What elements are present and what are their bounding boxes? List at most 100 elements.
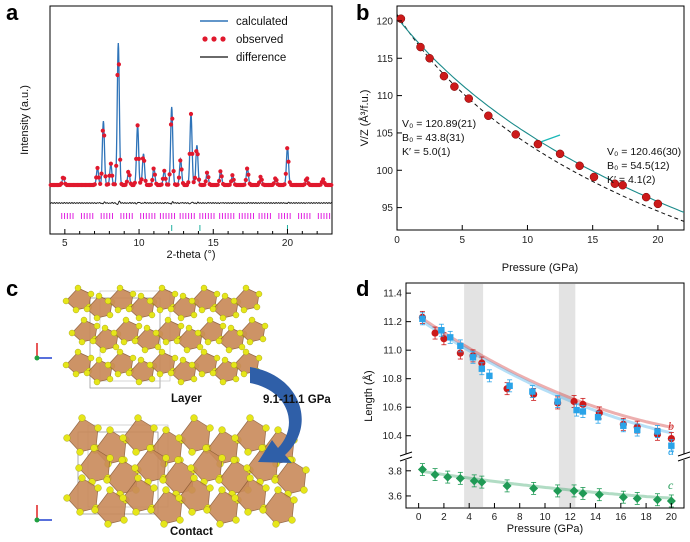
volume-data-point (618, 180, 627, 190)
atom (158, 284, 166, 292)
observed-point (329, 182, 334, 188)
observed-point (178, 158, 183, 163)
atom (103, 476, 111, 484)
c-axis-point (632, 493, 642, 503)
a-axis-point (419, 315, 426, 322)
a-axis-point (654, 428, 661, 435)
atom (240, 370, 248, 378)
atom (125, 369, 133, 377)
observed-point (62, 176, 67, 181)
observed-point (142, 158, 147, 163)
panel-a-letter: a (6, 0, 19, 25)
atom (118, 456, 126, 464)
a-axis-point (506, 382, 513, 390)
atom (179, 356, 187, 364)
atom (162, 486, 170, 494)
observed-point (171, 169, 176, 174)
x-tick-label: 14 (590, 512, 602, 523)
pressure-range-label: 9.1-11.1 GPa (263, 394, 331, 406)
axis-triad-top (34, 343, 52, 361)
atom (230, 456, 238, 464)
atom (74, 348, 82, 356)
observed-point (116, 62, 121, 67)
atom (206, 484, 214, 492)
atom (259, 335, 267, 343)
atom (167, 369, 175, 377)
legend-difference: difference (236, 52, 286, 64)
observed-point (138, 180, 143, 185)
atom (221, 292, 229, 300)
atom (93, 378, 101, 386)
difference-curve (49, 200, 332, 205)
a-axis-point (620, 422, 627, 429)
atom (89, 337, 97, 345)
volume-data-point (416, 42, 425, 52)
atom (290, 496, 298, 504)
x-tick-label: 20 (666, 512, 678, 523)
atom (203, 506, 211, 514)
observed-point (96, 175, 101, 180)
a-axis-point (529, 388, 536, 395)
atom (246, 338, 254, 346)
observed-point (92, 182, 97, 187)
volume-data-point (396, 14, 406, 23)
a-axis-point (579, 408, 587, 415)
volume-data-point (425, 54, 434, 63)
y-tick-label: 3.8 (388, 466, 402, 477)
atom (179, 292, 187, 300)
observed-point (283, 171, 288, 176)
c-axis-point (502, 481, 512, 491)
atom (242, 348, 250, 356)
atom (63, 434, 71, 442)
atom (146, 361, 154, 369)
observed-point (152, 172, 157, 177)
observed-point (136, 156, 141, 161)
atom (221, 356, 229, 364)
atom (262, 484, 270, 492)
atom (137, 292, 145, 300)
atom (120, 338, 128, 346)
a-axis-point (668, 442, 675, 449)
atom (150, 424, 158, 432)
atom (150, 484, 158, 492)
atom (104, 361, 112, 369)
atom (78, 474, 86, 482)
a-axis-point (634, 426, 641, 434)
atom (231, 434, 239, 442)
atom (174, 456, 182, 464)
observed-point (305, 176, 310, 181)
atom (72, 306, 80, 314)
atom (198, 306, 206, 314)
observed-point (132, 180, 137, 185)
atom (94, 484, 102, 492)
atom (218, 486, 226, 494)
volume-data-point (439, 71, 449, 81)
atom (119, 494, 127, 502)
observed-point (190, 151, 195, 156)
c-axis-point (529, 483, 539, 493)
a-axis-point (594, 414, 602, 421)
atom (93, 322, 101, 330)
atom (231, 494, 239, 502)
axis-triad-bottom (34, 505, 52, 523)
atom (76, 448, 84, 456)
atom (244, 448, 252, 456)
atom (76, 508, 84, 516)
atom (131, 464, 139, 472)
x-tick-label: 16 (615, 512, 627, 523)
atom (160, 520, 168, 528)
atom (104, 520, 112, 528)
atom (190, 474, 198, 482)
atom (116, 348, 124, 356)
observed-point (175, 182, 180, 187)
atom (177, 322, 185, 330)
atom (209, 305, 217, 313)
y-tick-label: 11.0 (383, 346, 402, 357)
atom (119, 434, 127, 442)
atom (261, 322, 269, 330)
atom (185, 324, 193, 332)
observed-point (135, 123, 140, 128)
observed-point (159, 182, 164, 187)
atom (87, 290, 95, 298)
atom (232, 516, 240, 524)
